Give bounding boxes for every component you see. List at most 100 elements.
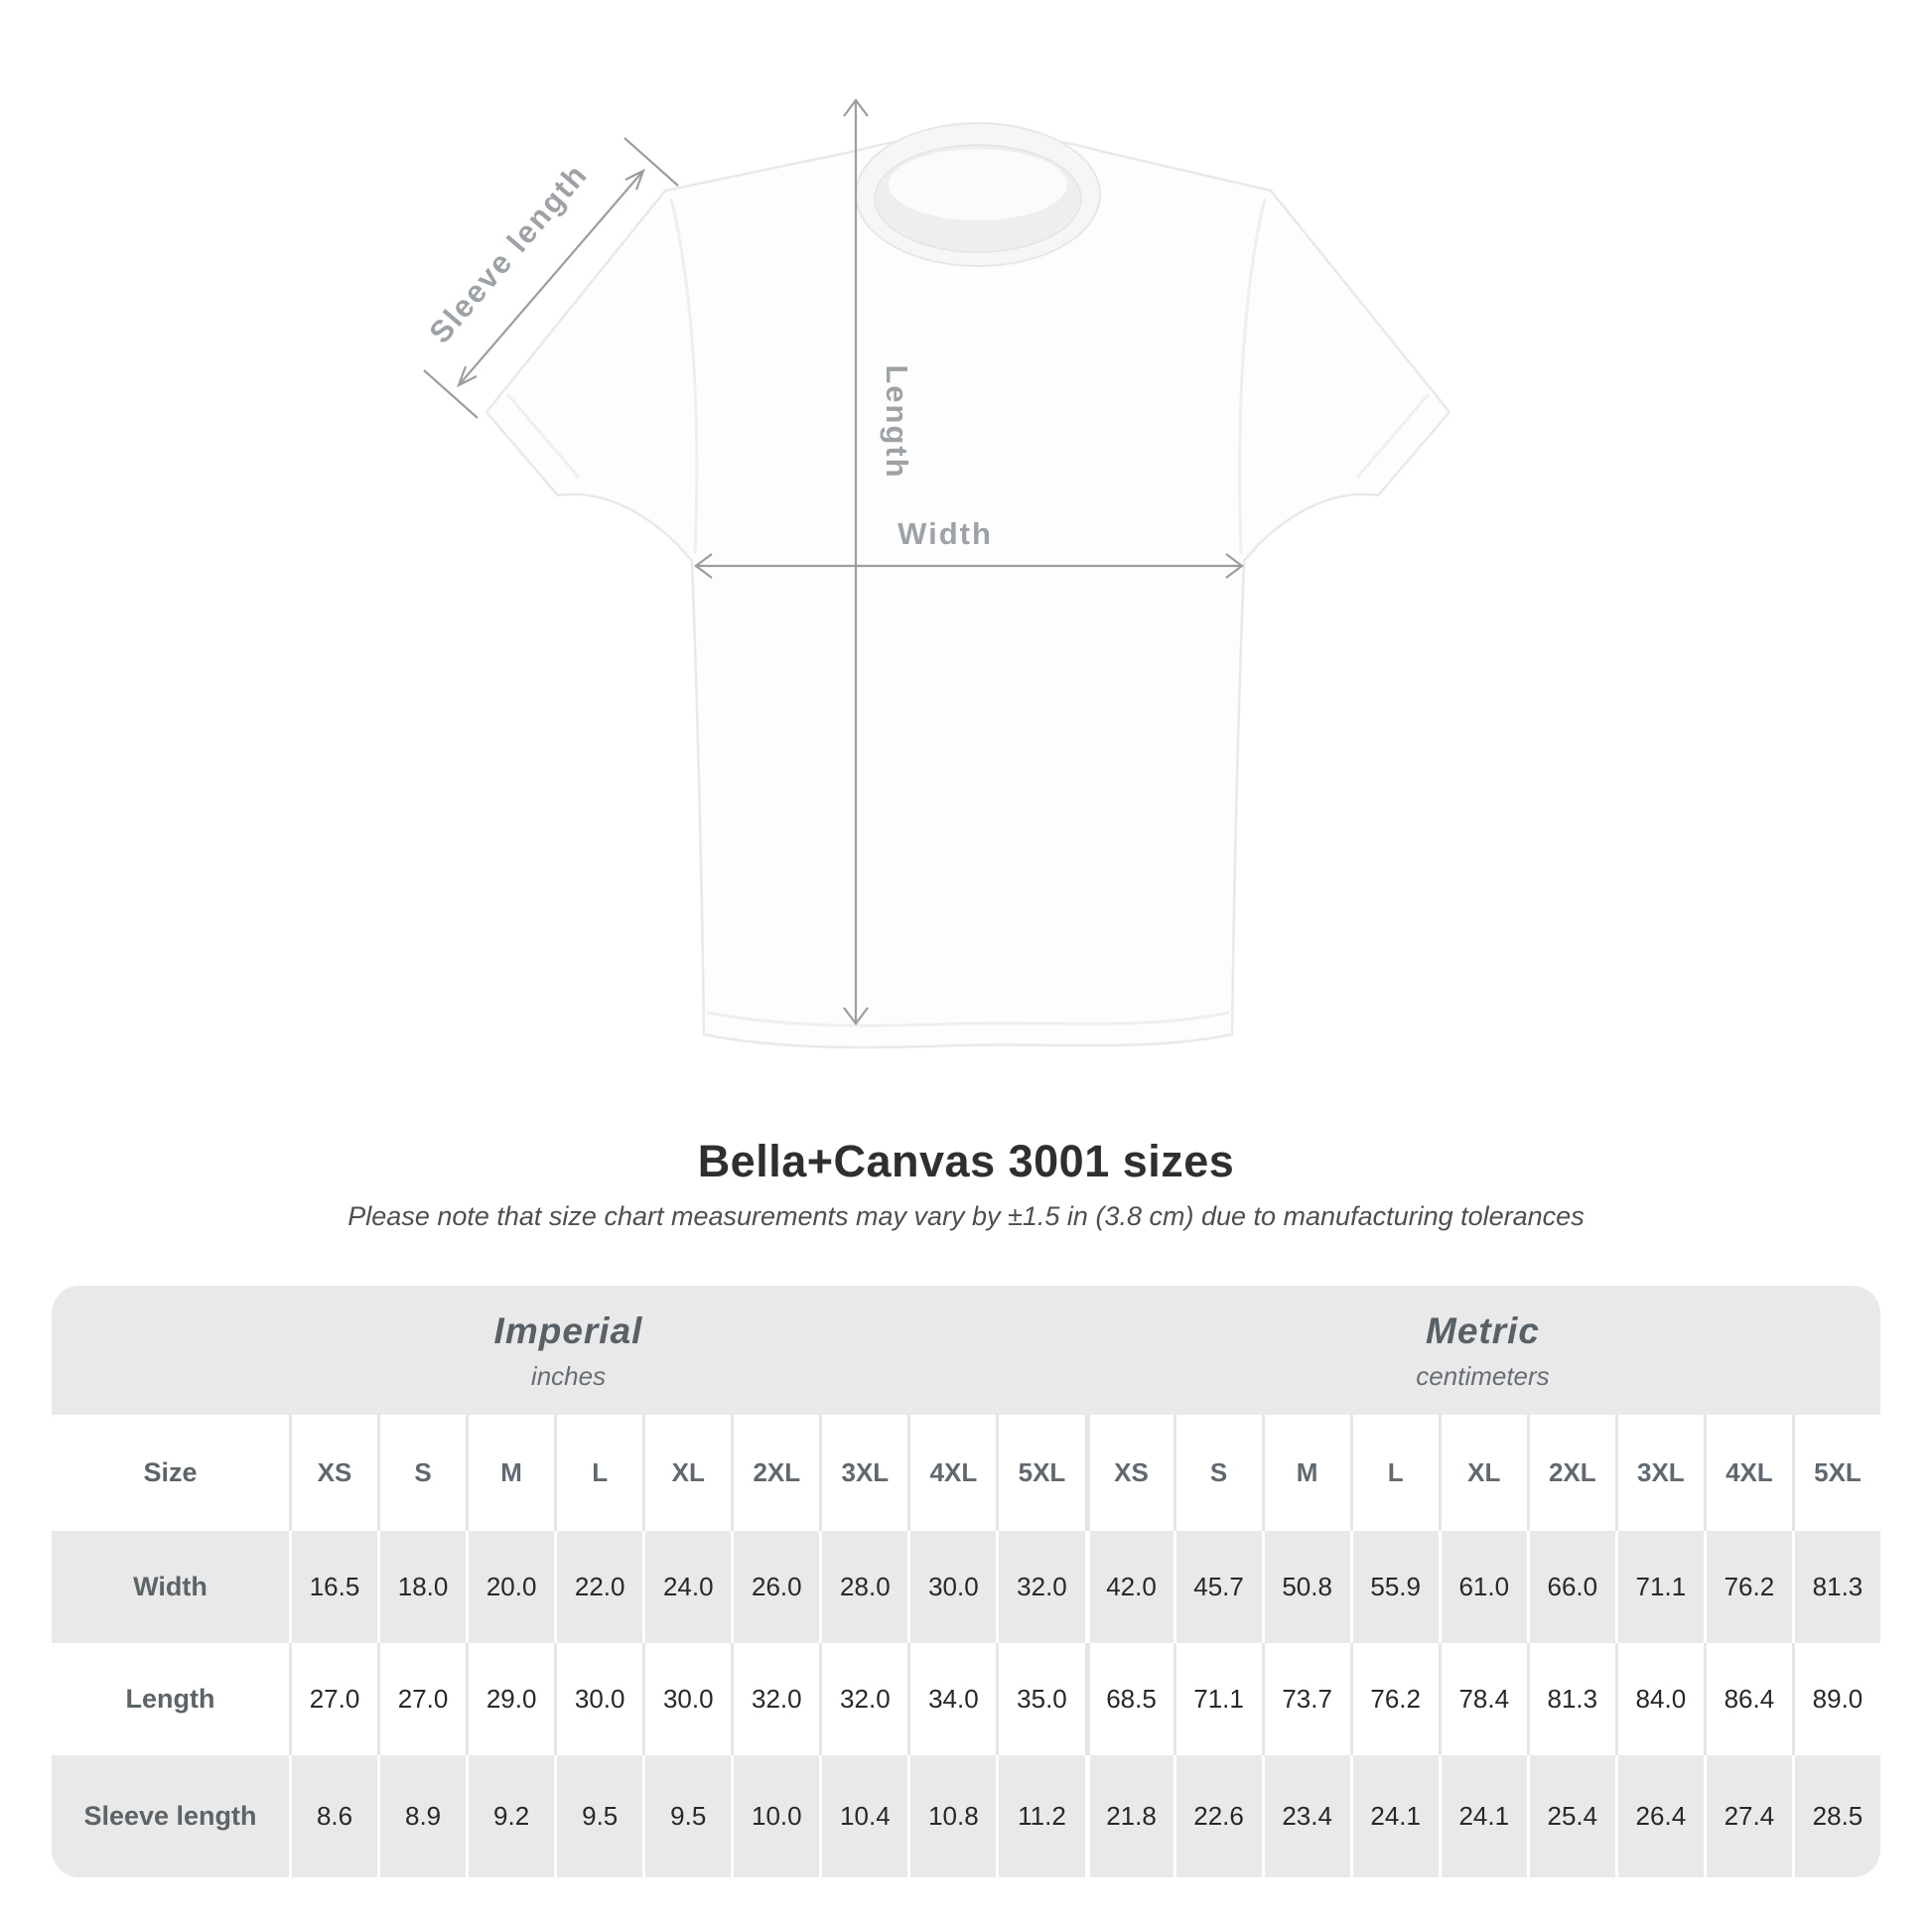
table-cell: 68.5 [1084,1643,1173,1755]
table-cell: 8.6 [289,1755,377,1877]
tshirt-diagram-svg: Sleeve length Length Width [422,98,1451,1049]
table-cell: 27.4 [1703,1755,1792,1877]
size-header-imperial-3xl: 3XL [819,1415,907,1531]
size-header-metric-xs: XS [1084,1415,1173,1531]
right-cuff-seam [1355,393,1431,479]
size-header-imperial-xs: XS [289,1415,377,1531]
size-header-imperial-s: S [377,1415,466,1531]
size-header-imperial-2xl: 2XL [731,1415,819,1531]
table-cell: 89.0 [1791,1643,1880,1755]
size-header-metric-s: S [1173,1415,1262,1531]
table-cell: 76.2 [1703,1531,1792,1643]
length-label: Length [880,364,914,479]
table-cell: 18.0 [377,1531,466,1643]
row-label: Width [133,1572,207,1601]
table-cell: 25.4 [1526,1755,1615,1877]
table-cell: 24.1 [1438,1755,1527,1877]
table-cell: 32.0 [819,1643,907,1755]
collar-inner-highlight [889,149,1067,220]
table-cell: 35.0 [996,1643,1084,1755]
table-cell: 10.4 [819,1755,907,1877]
table-cell: 9.2 [466,1755,554,1877]
table-cell: 21.8 [1084,1755,1173,1877]
width-annotation: Width [694,516,1244,579]
tshirt-measurement-diagram: Sleeve length Length Width [422,98,1451,1049]
table-cell: 8.9 [377,1755,466,1877]
size-header-metric-4xl: 4XL [1703,1415,1792,1531]
table-cell: 81.3 [1526,1643,1615,1755]
size-header-metric-3xl: 3XL [1614,1415,1704,1531]
table-cell: 29.0 [466,1643,554,1755]
width-row: Width 16.5 18.0 20.0 22.0 24.0 26.0 28.0 30.0 32.… [52,1531,1880,1643]
table-cell: 24.1 [1349,1755,1439,1877]
table-cell: 28.5 [1791,1755,1880,1877]
table-cell: 10.8 [907,1755,996,1877]
imperial-unit: inches [530,1361,607,1391]
size-header-imperial-xl: XL [642,1415,731,1531]
table-cell: 73.7 [1261,1643,1350,1755]
imperial-label: Imperial [493,1311,643,1351]
size-header-imperial-l: L [554,1415,642,1531]
left-armhole-seam [669,198,699,555]
length-annotation: Length [843,98,914,1026]
table-cell: 50.8 [1261,1531,1350,1643]
width-arrowhead-left [694,553,713,579]
table-cell: 10.0 [731,1755,819,1877]
table-cell: 24.0 [642,1531,731,1643]
sleeve-length-arrow-line [458,170,644,386]
table-cell: 78.4 [1438,1643,1527,1755]
table-cell: 32.0 [996,1531,1084,1643]
right-armhole-seam [1238,198,1267,555]
table-cell: 26.4 [1614,1755,1704,1877]
metric-unit: centimeters [1416,1361,1550,1391]
width-label: Width [897,516,993,551]
table-cell: 76.2 [1349,1643,1439,1755]
table-cell: 34.0 [907,1643,996,1755]
table-cell: 16.5 [289,1531,377,1643]
table-cell: 22.0 [554,1531,642,1643]
width-arrowhead-right [1225,553,1244,579]
table-cell: 45.7 [1173,1531,1262,1643]
size-header-imperial-4xl: 4XL [907,1415,996,1531]
size-table: Imperial inches Metric centimeters Size … [52,1286,1880,1877]
left-cuff-seam [505,393,581,479]
tshirt-body [484,132,1451,1049]
table-cell: 66.0 [1526,1531,1615,1643]
imperial-group-header: Imperial inches [52,1286,1085,1415]
table-cell: 27.0 [377,1643,466,1755]
size-column-header: Size [143,1457,198,1487]
table-cell: 61.0 [1438,1531,1527,1643]
table-cell: 71.1 [1614,1531,1704,1643]
row-label: Sleeve length [83,1801,257,1831]
length-row: Length 27.0 27.0 29.0 30.0 30.0 32.0 32.0 34.0 35… [52,1643,1880,1755]
table-cell: 11.2 [996,1755,1084,1877]
metric-group-header: Metric centimeters [1085,1286,1880,1415]
table-cell: 55.9 [1349,1531,1439,1643]
table-cell: 30.0 [642,1643,731,1755]
table-cell: 86.4 [1703,1643,1792,1755]
table-cell: 27.0 [289,1643,377,1755]
page-title: Bella+Canvas 3001 sizes [697,1136,1235,1186]
table-cell: 9.5 [642,1755,731,1877]
tshirt-illustration [484,122,1451,1049]
size-header-metric-l: L [1349,1415,1439,1531]
row-label: Length [125,1684,215,1714]
sleeve-length-arrowhead-end [624,168,645,191]
table-cell: 30.0 [554,1643,642,1755]
length-arrowhead-top [843,98,869,117]
size-header-imperial-m: M [466,1415,554,1531]
length-arrowhead-bottom [843,1007,869,1026]
table-cell: 20.0 [466,1531,554,1643]
table-cell: 22.6 [1173,1755,1262,1877]
size-header-metric-m: M [1261,1415,1350,1531]
metric-label: Metric [1426,1311,1540,1351]
hem-seam [706,1011,1230,1028]
size-header-imperial-5xl: 5XL [996,1415,1084,1531]
table-cell: 71.1 [1173,1643,1262,1755]
sleeve-length-tick-start [423,369,479,419]
table-cell: 32.0 [731,1643,819,1755]
size-guide-page: Sleeve length Length Width Bella+Canvas … [52,98,1880,1877]
table-cell: 84.0 [1614,1643,1704,1755]
table-cell: 81.3 [1791,1531,1880,1643]
size-header-metric-2xl: 2XL [1526,1415,1615,1531]
